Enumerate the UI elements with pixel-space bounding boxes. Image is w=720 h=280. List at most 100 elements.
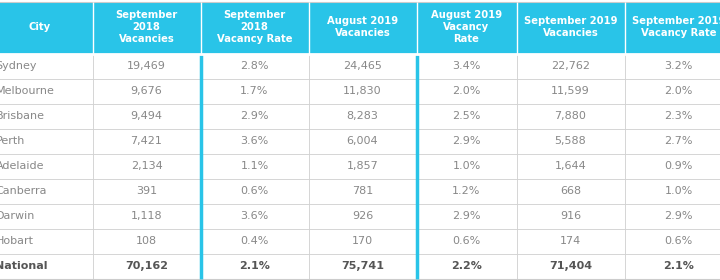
Bar (308, 153, 416, 179)
Bar (200, 228, 308, 253)
Bar (516, 1, 624, 53)
Bar (416, 53, 516, 78)
Text: 1,644: 1,644 (554, 161, 586, 171)
Text: 781: 781 (352, 186, 373, 196)
Bar (308, 253, 416, 279)
Bar (416, 179, 516, 204)
Bar (516, 179, 624, 204)
Text: 5,588: 5,588 (554, 136, 586, 146)
Text: 1,857: 1,857 (346, 161, 379, 171)
Bar (0, 228, 92, 253)
Bar (416, 104, 516, 129)
Bar (0, 204, 92, 228)
Bar (416, 129, 516, 153)
Text: 22,762: 22,762 (551, 61, 590, 71)
Text: Sydney: Sydney (0, 61, 37, 71)
Bar (416, 1, 516, 53)
Text: Perth: Perth (0, 136, 25, 146)
Text: 3.6%: 3.6% (240, 211, 269, 221)
Text: September
2018
Vacancies: September 2018 Vacancies (115, 10, 178, 45)
Text: 174: 174 (560, 236, 581, 246)
Bar (516, 78, 624, 104)
Text: 0.6%: 0.6% (665, 236, 693, 246)
Text: 2.9%: 2.9% (665, 211, 693, 221)
Bar (200, 153, 308, 179)
Bar (92, 104, 200, 129)
Bar (308, 204, 416, 228)
Text: 8,283: 8,283 (346, 111, 379, 121)
Text: 1.2%: 1.2% (452, 186, 481, 196)
Bar (516, 153, 624, 179)
Text: 75,741: 75,741 (341, 261, 384, 271)
Text: 1,118: 1,118 (131, 211, 162, 221)
Bar (0, 253, 92, 279)
Bar (0, 129, 92, 153)
Text: 24,465: 24,465 (343, 61, 382, 71)
Bar (624, 78, 720, 104)
Text: 9,676: 9,676 (130, 86, 163, 96)
Text: August 2019
Vacancies: August 2019 Vacancies (327, 17, 398, 39)
Text: 926: 926 (352, 211, 373, 221)
Text: 3.4%: 3.4% (452, 61, 481, 71)
Text: National: National (0, 261, 48, 271)
Text: 1.7%: 1.7% (240, 86, 269, 96)
Bar (200, 179, 308, 204)
Text: August 2019
Vacancy
Rate: August 2019 Vacancy Rate (431, 10, 502, 45)
Bar (92, 228, 200, 253)
Bar (92, 153, 200, 179)
Text: 2.1%: 2.1% (663, 261, 694, 271)
Text: 71,404: 71,404 (549, 261, 592, 271)
Bar (308, 129, 416, 153)
Text: 1.1%: 1.1% (240, 161, 269, 171)
Bar (624, 53, 720, 78)
Bar (200, 1, 308, 53)
Text: 19,469: 19,469 (127, 61, 166, 71)
Text: 108: 108 (136, 236, 157, 246)
Bar (516, 228, 624, 253)
Bar (92, 204, 200, 228)
Text: Darwin: Darwin (0, 211, 35, 221)
Bar (0, 104, 92, 129)
Bar (624, 1, 720, 53)
Bar (92, 129, 200, 153)
Bar (200, 129, 308, 153)
Text: 2.9%: 2.9% (452, 211, 481, 221)
Text: 2,134: 2,134 (130, 161, 163, 171)
Text: 0.4%: 0.4% (240, 236, 269, 246)
Bar (308, 179, 416, 204)
Bar (92, 78, 200, 104)
Text: 1.0%: 1.0% (452, 161, 481, 171)
Bar (516, 129, 624, 153)
Text: 7,421: 7,421 (130, 136, 163, 146)
Text: 2.0%: 2.0% (665, 86, 693, 96)
Text: 2.8%: 2.8% (240, 61, 269, 71)
Text: 1.0%: 1.0% (665, 186, 693, 196)
Bar (624, 253, 720, 279)
Bar (416, 204, 516, 228)
Text: Adelaide: Adelaide (0, 161, 44, 171)
Bar (516, 253, 624, 279)
Bar (416, 253, 516, 279)
Text: 9,494: 9,494 (130, 111, 163, 121)
Text: 391: 391 (136, 186, 157, 196)
Bar (308, 53, 416, 78)
Bar (624, 204, 720, 228)
Bar (624, 179, 720, 204)
Bar (516, 104, 624, 129)
Bar (416, 78, 516, 104)
Text: Brisbane: Brisbane (0, 111, 45, 121)
Text: September
2018
Vacancy Rate: September 2018 Vacancy Rate (217, 10, 292, 45)
Bar (200, 53, 308, 78)
Bar (0, 1, 92, 53)
Bar (624, 153, 720, 179)
Text: City: City (29, 22, 51, 32)
Text: 2.9%: 2.9% (240, 111, 269, 121)
Text: 170: 170 (352, 236, 373, 246)
Bar (516, 204, 624, 228)
Text: 2.9%: 2.9% (452, 136, 481, 146)
Text: 11,599: 11,599 (551, 86, 590, 96)
Text: 0.6%: 0.6% (240, 186, 269, 196)
Bar (308, 1, 416, 53)
Bar (200, 253, 308, 279)
Bar (624, 129, 720, 153)
